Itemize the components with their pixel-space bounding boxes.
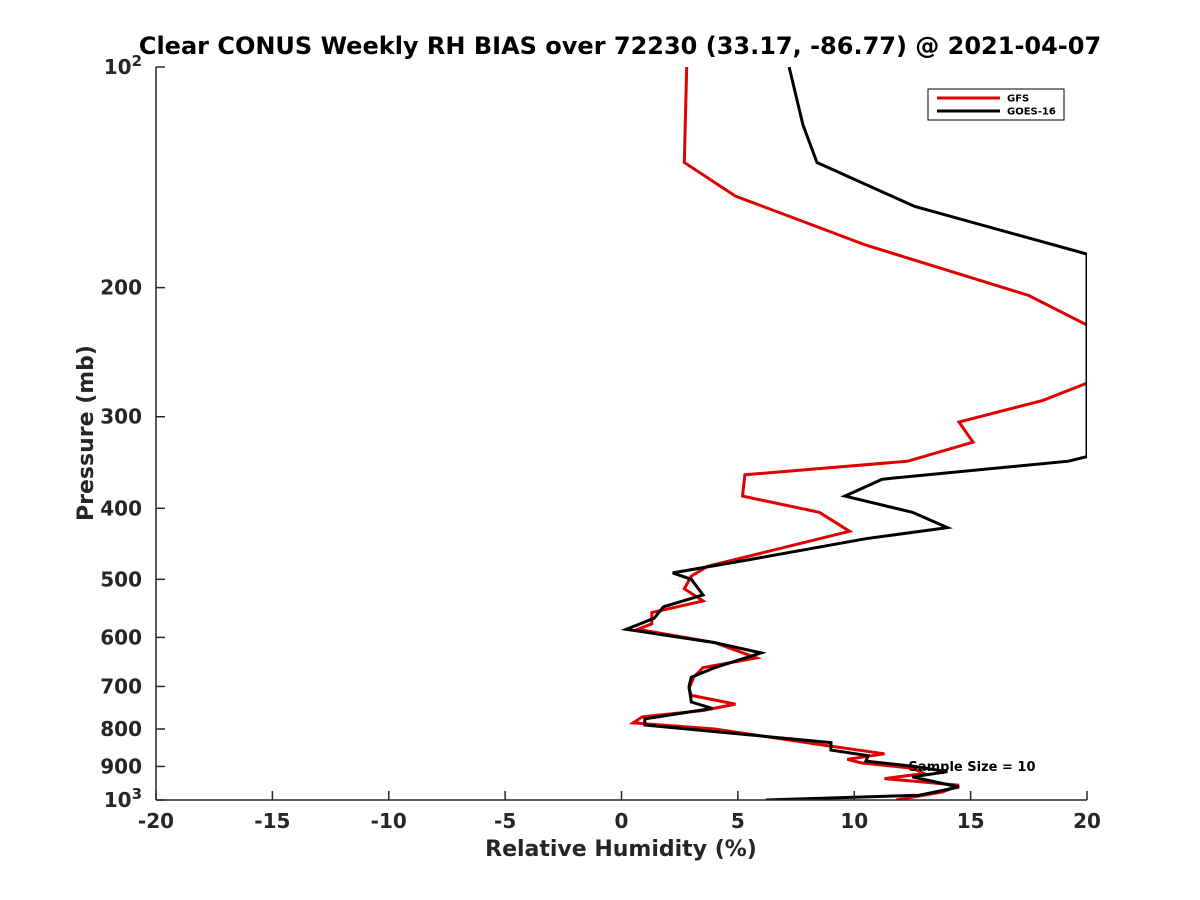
legend-label: GOES-16 <box>1007 107 1056 118</box>
x-axis-label: Relative Humidity (%) <box>485 837 757 862</box>
x-tick-label: 5 <box>731 809 745 833</box>
series-line-gfs <box>628 67 1087 800</box>
y-axis-label: Pressure (mb) <box>74 345 99 521</box>
y-ticks: 102 200 300 400 500 600 700 800 900 103 <box>100 52 165 812</box>
x-tick-label: -5 <box>494 809 516 833</box>
x-tick-label: 0 <box>615 809 629 833</box>
sample-size-annotation: Sample Size = 10 <box>908 760 1035 775</box>
chart-title: Clear CONUS Weekly RH BIAS over 72230 (3… <box>139 32 1101 60</box>
y-tick-label: 600 <box>100 625 142 649</box>
y-tick-label: 500 <box>100 567 142 591</box>
legend-box <box>927 88 1065 121</box>
y-tick-label: 400 <box>100 496 142 520</box>
x-tick-label: 20 <box>1073 809 1101 833</box>
x-tick-label: -10 <box>371 809 407 833</box>
plot-area <box>156 67 1087 800</box>
y-tick-label: 900 <box>100 754 142 778</box>
y-tick-label: 300 <box>100 405 142 429</box>
x-tick-label: 10 <box>840 809 868 833</box>
legend-label: GFS <box>1007 94 1029 105</box>
y-tick-label: 103 <box>104 785 142 812</box>
x-tick-label: -15 <box>254 809 290 833</box>
legend: GFS GOES-16 <box>927 88 1065 121</box>
y-tick-label: 800 <box>100 717 142 741</box>
x-tick-label: 15 <box>957 809 985 833</box>
x-ticks: -20 -15 -10 -5 0 5 10 15 20 <box>138 791 1101 833</box>
x-tick-label: -20 <box>138 809 174 833</box>
y-tick-label: 700 <box>100 674 142 698</box>
series-layer <box>620 67 1087 800</box>
y-tick-label: 200 <box>100 276 142 300</box>
y-tick-label: 102 <box>104 52 142 79</box>
series-line-goes-16 <box>620 67 1087 800</box>
